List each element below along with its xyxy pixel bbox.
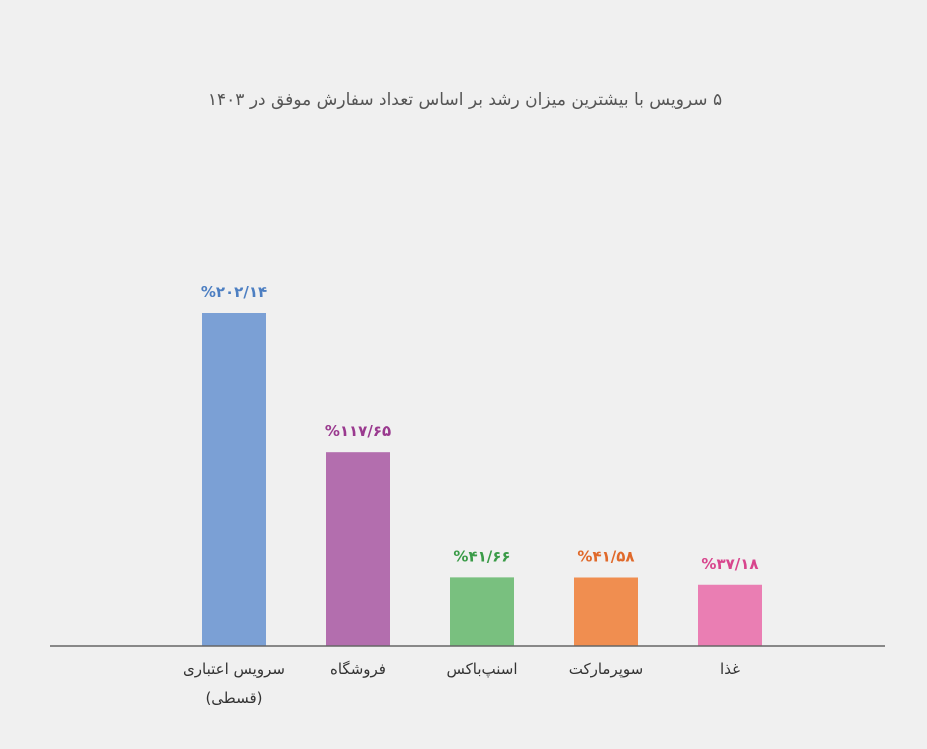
category-label-1-line-1: سرویس اعتباری [183, 660, 285, 678]
bar-3 [450, 577, 514, 646]
chart-title: ۵ سرویس با بیشترین میزان رشد بر اساس تعد… [208, 90, 722, 110]
bar-value-label-2: %۱۱۷/۶۵ [325, 422, 391, 440]
category-label-5: غذا [720, 660, 740, 678]
category-label-2: فروشگاه [330, 660, 386, 678]
bar-5 [698, 584, 762, 646]
category-label-4: سوپرمارکت [569, 660, 644, 679]
bar-value-label-3: %۴۱/۶۶ [453, 547, 510, 565]
bar-value-label-4: %۴۱/۵۸ [577, 548, 634, 566]
bar-value-label-5: %۳۷/۱۸ [701, 555, 758, 573]
category-label-3: اسنپ‌باکس [446, 660, 517, 679]
bars-layer: %۲۰۲/۱۴ سرویس اعتباری (قسطی) %۱۱۷/۶۵ فروشگاه… [183, 283, 762, 707]
bar-1 [202, 313, 266, 646]
bar-value-label-1: %۲۰۲/۱۴ [201, 283, 267, 301]
bar-4 [574, 577, 638, 646]
category-label-1-line-2: (قسطی) [205, 689, 262, 707]
bar-2 [326, 452, 390, 646]
